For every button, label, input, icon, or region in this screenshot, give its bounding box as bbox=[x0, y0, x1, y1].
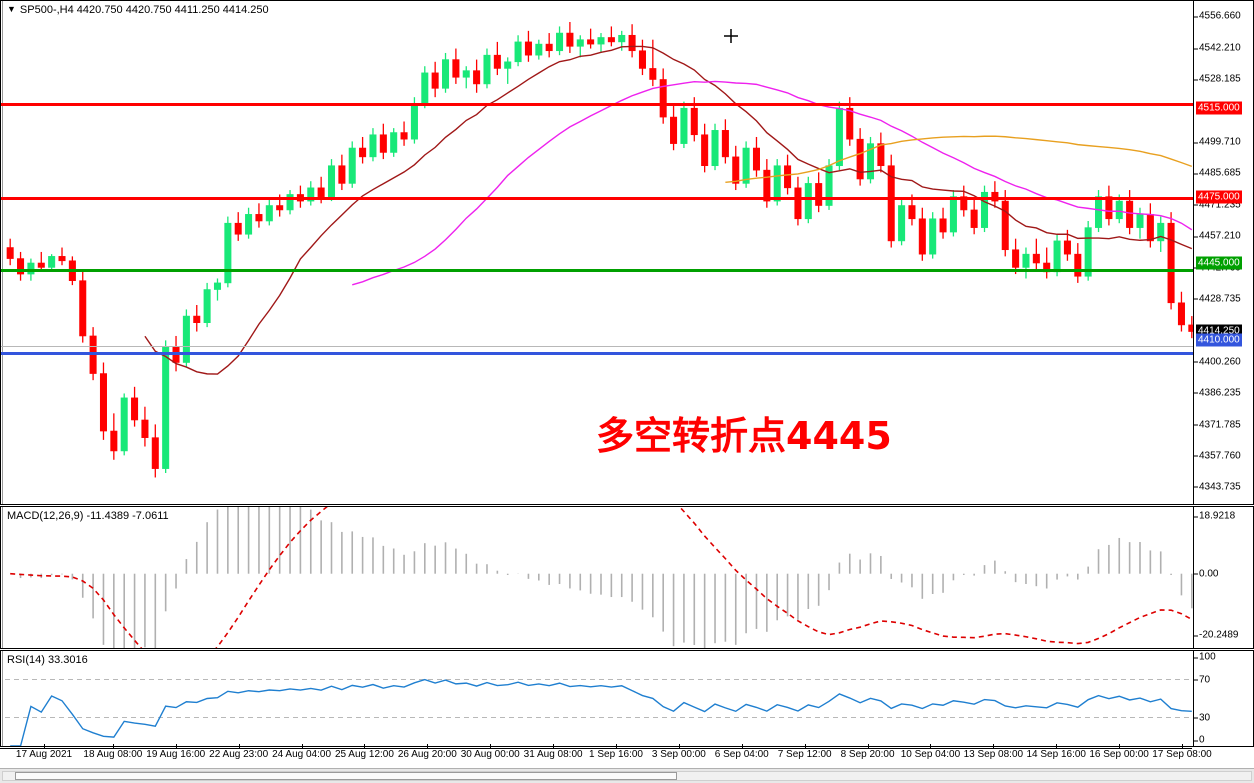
macd-tick: -20.2489 bbox=[1193, 629, 1239, 641]
price-candlestick-canvas[interactable] bbox=[5, 1, 1197, 504]
time-tick: 18 Aug 08:00 bbox=[83, 749, 143, 760]
time-tick-mark bbox=[112, 744, 114, 748]
time-tick-mark bbox=[804, 744, 806, 748]
time-tick-mark bbox=[175, 744, 177, 748]
time-tick: 6 Sep 04:00 bbox=[714, 749, 769, 760]
macd-tick: 18.9218 bbox=[1193, 510, 1236, 522]
price-tick: 4457.210 bbox=[1194, 230, 1241, 242]
rsi-tick: 100 bbox=[1194, 651, 1216, 663]
price-chart-panel[interactable]: 多空转折点4445 ▼ SP500-,H4 4420.750 4420.750 4… bbox=[0, 0, 1254, 505]
time-tick-mark bbox=[741, 744, 743, 748]
time-tick: 31 Aug 08:00 bbox=[523, 749, 583, 760]
time-tick-mark bbox=[1182, 744, 1183, 748]
time-tick: 19 Aug 16:00 bbox=[146, 749, 206, 760]
time-tick-mark bbox=[238, 744, 240, 748]
chart-annotation: 多空转折点4445 bbox=[596, 414, 892, 458]
price-label-4445-000: 4445.000 bbox=[1196, 256, 1242, 270]
price-tick: 4343.735 bbox=[1194, 481, 1241, 493]
time-tick-mark bbox=[490, 744, 492, 748]
time-tick-mark bbox=[616, 744, 617, 748]
price-label-4475-000: 4475.000 bbox=[1196, 190, 1242, 204]
rsi-indicator-panel[interactable]: RSI(14) 33.3016 100 70 30 0 bbox=[0, 650, 1254, 747]
resistance-line-4475 bbox=[1, 197, 1193, 200]
time-tick: 17 Aug 2021 bbox=[15, 749, 73, 760]
price-tick: 4485.685 bbox=[1194, 167, 1241, 179]
last-price-line-4414 bbox=[1, 346, 1193, 347]
time-tick-mark bbox=[678, 744, 680, 748]
time-tick-mark bbox=[427, 744, 429, 748]
time-tick-mark bbox=[993, 744, 995, 748]
time-tick-mark bbox=[301, 744, 303, 748]
time-tick: 22 Aug 23:00 bbox=[209, 749, 269, 760]
macd-indicator-panel[interactable]: MACD(12,26,9) -11.4389 -7.0611 18.9218 0.… bbox=[0, 506, 1254, 649]
macd-canvas[interactable] bbox=[5, 507, 1197, 648]
macd-axis[interactable]: 18.9218 0.00 -20.2489 bbox=[1193, 507, 1253, 648]
time-tick-mark bbox=[1056, 744, 1058, 748]
price-tick: 4556.660 bbox=[1194, 10, 1241, 22]
pivot-line-4445 bbox=[1, 269, 1193, 272]
time-tick: 24 Aug 04:00 bbox=[272, 749, 332, 760]
time-tick: 26 Aug 20:00 bbox=[397, 749, 457, 760]
collapse-arrow-icon[interactable]: ▼ bbox=[7, 4, 16, 14]
crosshair-marker bbox=[724, 29, 738, 43]
price-tick: 4471.235 bbox=[1194, 199, 1241, 211]
time-tick-mark bbox=[867, 744, 869, 748]
time-tick: 8 Sep 20:00 bbox=[840, 749, 895, 760]
scrollbar-thumb[interactable] bbox=[15, 772, 677, 780]
time-tick: 25 Aug 12:00 bbox=[334, 749, 394, 760]
time-tick-mark bbox=[930, 744, 932, 748]
price-tick: 4528.185 bbox=[1194, 73, 1241, 85]
support-line-4410 bbox=[1, 352, 1193, 355]
time-axis[interactable]: 17 Aug 2021 18 Aug 08:00 19 Aug 16:00 22 Au… bbox=[0, 744, 1212, 765]
price-label-4515-000: 4515.000 bbox=[1196, 101, 1242, 115]
scrollbar-track[interactable] bbox=[2, 771, 1252, 781]
time-tick: 30 Aug 00:00 bbox=[460, 749, 520, 760]
time-tick: 17 Sep 08:00 bbox=[1152, 749, 1212, 760]
time-tick: 13 Sep 08:00 bbox=[963, 749, 1024, 760]
price-tick: 4371.785 bbox=[1194, 419, 1241, 431]
macd-tick: 0.00 bbox=[1193, 568, 1219, 580]
rsi-tick: 70 bbox=[1193, 674, 1211, 685]
price-tick: 4400.260 bbox=[1194, 356, 1241, 368]
time-tick: 10 Sep 04:00 bbox=[900, 749, 961, 760]
time-tick: 14 Sep 16:00 bbox=[1026, 749, 1086, 760]
resistance-line-4515 bbox=[1, 103, 1193, 106]
time-tick: 1 Sep 16:00 bbox=[589, 749, 643, 760]
rsi-tick: 0 bbox=[1194, 734, 1205, 746]
rsi-tick: 30 bbox=[1193, 712, 1211, 723]
time-tick: 7 Sep 12:00 bbox=[777, 749, 832, 760]
macd-label: MACD(12,26,9) -11.4389 -7.0611 bbox=[7, 510, 169, 522]
horizontal-scrollbar[interactable] bbox=[0, 768, 1254, 783]
symbol-header-text: SP500-,H4 4420.750 4420.750 4411.250 441… bbox=[19, 4, 269, 16]
rsi-axis[interactable]: 100 70 30 0 bbox=[1193, 651, 1253, 746]
time-tick: 3 Sep 00:00 bbox=[651, 749, 706, 760]
time-axis-line bbox=[0, 748, 1192, 749]
time-tick-mark bbox=[553, 744, 555, 748]
price-tick: 4542.210 bbox=[1194, 42, 1241, 54]
time-tick-mark bbox=[1119, 744, 1121, 748]
rsi-label: RSI(14) 33.3016 bbox=[7, 654, 88, 666]
time-tick: 16 Sep 00:00 bbox=[1089, 749, 1149, 760]
price-tick: 4357.760 bbox=[1194, 450, 1241, 462]
price-axis[interactable]: 4556.660 4542.210 4528.185 4515.000 4499.710… bbox=[1193, 1, 1253, 504]
price-tick: 4386.235 bbox=[1194, 387, 1241, 399]
rsi-canvas[interactable] bbox=[5, 651, 1197, 746]
price-label-4410-000: 4410.000 bbox=[1196, 333, 1242, 347]
price-tick: 4499.710 bbox=[1194, 136, 1241, 148]
price-tick: 4428.735 bbox=[1194, 293, 1241, 305]
time-tick-mark bbox=[364, 744, 366, 748]
time-tick-mark bbox=[44, 744, 45, 748]
symbol-header[interactable]: ▼ SP500-,H4 4420.750 4420.750 4411.250 44… bbox=[7, 4, 269, 16]
